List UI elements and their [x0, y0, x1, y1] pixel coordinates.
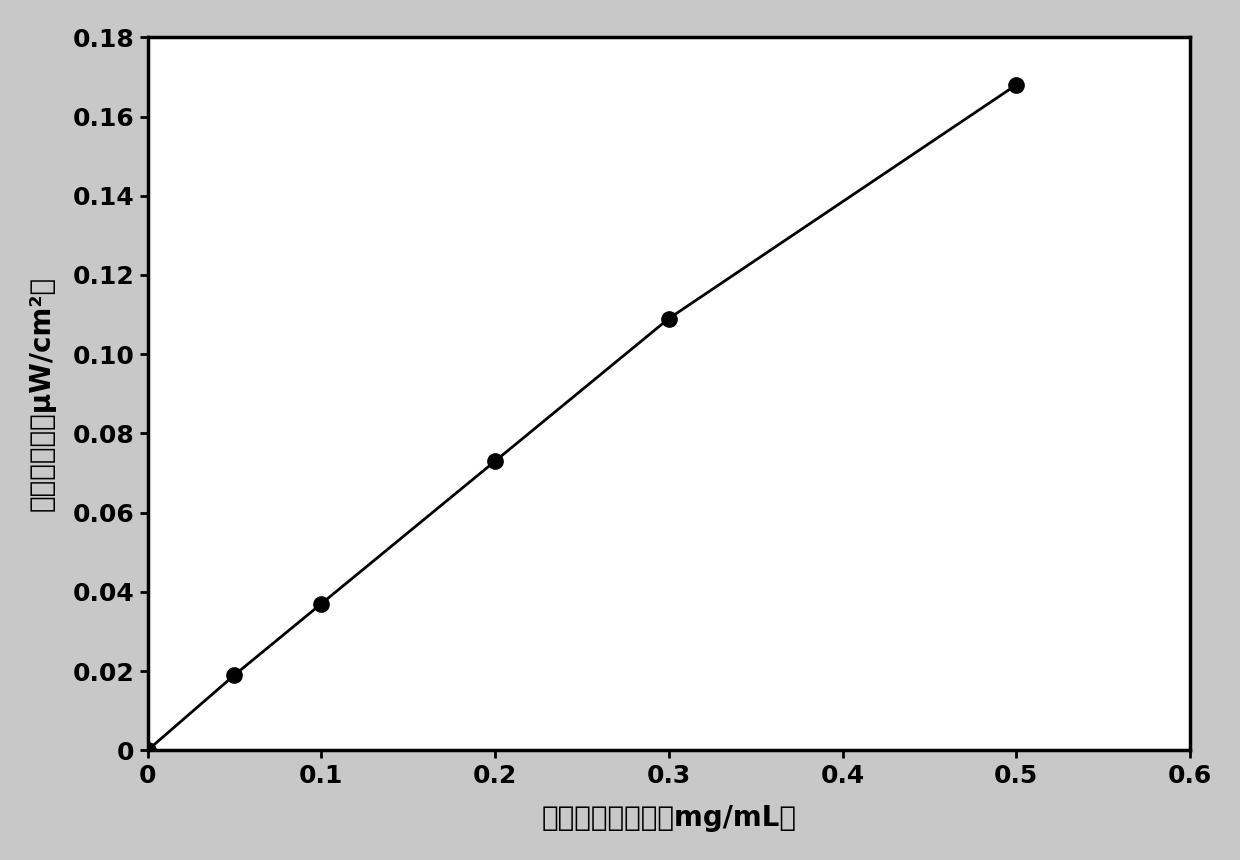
- X-axis label: 量子点溶液浓度（mg/mL）: 量子点溶液浓度（mg/mL）: [542, 804, 796, 832]
- Y-axis label: 荧光辐照度（μW/cm²）: 荧光辐照度（μW/cm²）: [27, 276, 56, 512]
